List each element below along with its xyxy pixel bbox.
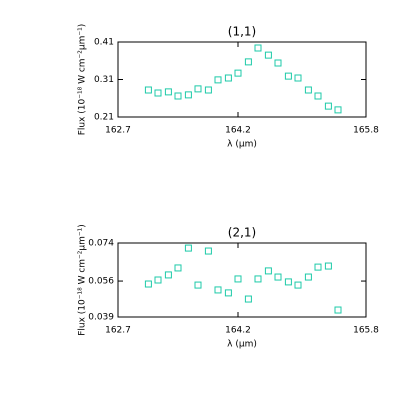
marker — [334, 306, 342, 314]
y-axis-label: Flux (10⁻¹⁸ W cm⁻²μm⁻¹) — [78, 24, 88, 136]
marker — [304, 86, 312, 94]
marker — [224, 289, 232, 297]
x-tick-label: 162.7 — [105, 326, 131, 336]
marker — [194, 281, 202, 289]
plot-frame — [117, 242, 367, 318]
marker — [284, 72, 292, 80]
y-tick-label: 0.039 — [88, 313, 114, 323]
y-tick-label: 0.41 — [94, 38, 114, 48]
x-axis-label: λ (μm) — [227, 140, 257, 150]
marker — [234, 69, 242, 77]
marker — [294, 74, 302, 82]
marker — [314, 263, 322, 271]
marker — [214, 286, 222, 294]
marker — [244, 58, 252, 66]
marker — [254, 275, 262, 283]
marker — [184, 244, 192, 252]
y-tick-label: 0.31 — [94, 75, 114, 85]
marker — [304, 273, 312, 281]
x-tick-label: 164.2 — [225, 326, 251, 336]
x-tick-label: 164.2 — [225, 126, 251, 136]
marker — [164, 88, 172, 96]
marker — [324, 262, 332, 270]
marker — [244, 295, 252, 303]
marker — [154, 276, 162, 284]
marker — [274, 273, 282, 281]
marker — [144, 86, 152, 94]
marker — [284, 278, 292, 286]
marker — [264, 267, 272, 275]
x-tick-label: 165.8 — [353, 326, 379, 336]
marker — [204, 247, 212, 255]
marker — [214, 76, 222, 84]
plot-frame — [117, 41, 367, 118]
marker — [184, 91, 192, 99]
marker — [194, 85, 202, 93]
marker — [154, 89, 162, 97]
marker — [294, 281, 302, 289]
marker — [314, 92, 322, 100]
marker — [324, 102, 332, 110]
marker — [174, 264, 182, 272]
marker — [234, 275, 242, 283]
x-tick-label: 165.8 — [353, 126, 379, 136]
marker — [334, 106, 342, 114]
marker — [164, 271, 172, 279]
chart-title: (1,1) — [228, 25, 256, 39]
marker — [264, 51, 272, 59]
x-axis-label: λ (μm) — [227, 340, 257, 350]
chart-title: (2,1) — [228, 226, 256, 240]
marker — [174, 92, 182, 100]
marker — [254, 44, 262, 52]
marker — [204, 86, 212, 94]
y-tick-label: 0.056 — [88, 277, 114, 287]
marker — [274, 59, 282, 67]
marker — [224, 74, 232, 82]
y-tick-label: 0.21 — [94, 113, 114, 123]
y-axis-label: Flux (10⁻¹⁸ W cm⁻²μm⁻¹) — [78, 224, 88, 336]
y-tick-label: 0.074 — [88, 239, 114, 249]
marker — [144, 280, 152, 288]
x-tick-label: 162.7 — [105, 126, 131, 136]
